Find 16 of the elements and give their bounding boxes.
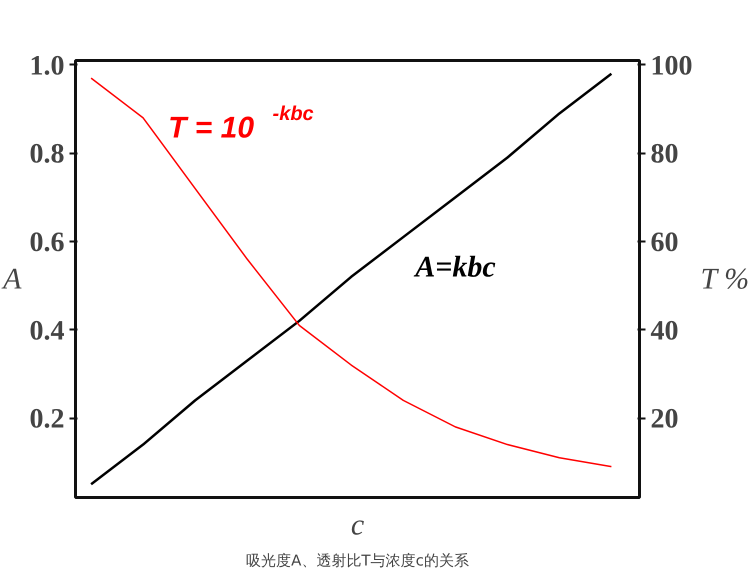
text: 吸光度A、透射比T与浓度c的关系 — [246, 552, 469, 570]
y-tick-label: 1.0 — [30, 50, 64, 82]
y2-tick-label: 20 — [650, 404, 678, 435]
y-tick-label: 0.2 — [30, 404, 64, 435]
y2-tick-label: 100 — [650, 50, 692, 82]
series-label: A=kbc — [413, 250, 496, 284]
y2-tick-label: 60 — [650, 226, 678, 258]
y-tick-label: 0.6 — [30, 226, 64, 258]
y-axis-title: A — [1, 262, 22, 296]
y2-tick-label: 80 — [650, 138, 678, 170]
y2-axis-title: T % — [700, 262, 750, 296]
x-axis-title: c — [350, 508, 364, 542]
y-tick-label: 0.8 — [30, 138, 64, 170]
y-tick-label: 0.4 — [30, 315, 64, 346]
series-label: T = 10-kbc — [168, 102, 314, 144]
y2-tick-label: 40 — [650, 315, 678, 346]
